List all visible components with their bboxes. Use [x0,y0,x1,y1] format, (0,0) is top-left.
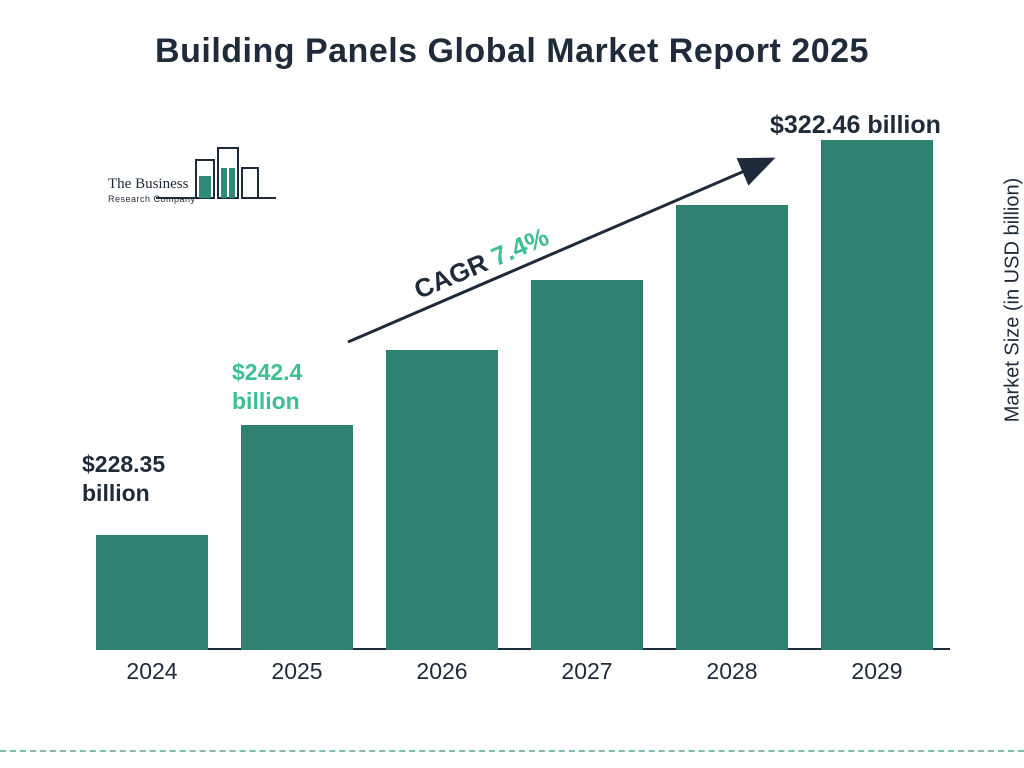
bar [531,280,643,650]
bar [821,140,933,650]
x-tick-label: 2025 [241,658,353,685]
x-tick-label: 2024 [96,658,208,685]
bar-chart-plot [76,120,946,650]
value-label: $322.46 billion [770,110,941,141]
x-axis-labels: 2024 2025 2026 2027 2028 2029 [76,650,946,690]
market-report-chart: { "title": "Building Panels Global Marke… [0,0,1024,768]
bar [386,350,498,650]
footer-dashed-rule [0,750,1024,752]
x-tick-label: 2026 [386,658,498,685]
bar [676,205,788,650]
y-axis-title: Market Size (in USD billion) [1002,178,1024,423]
x-tick-label: 2028 [676,658,788,685]
x-tick-label: 2029 [821,658,933,685]
chart-title: Building Panels Global Market Report 202… [0,32,1024,71]
value-label: $228.35billion [82,450,165,508]
bar [241,425,353,650]
x-tick-label: 2027 [531,658,643,685]
value-label: $242.4billion [232,358,302,416]
bar [96,535,208,650]
